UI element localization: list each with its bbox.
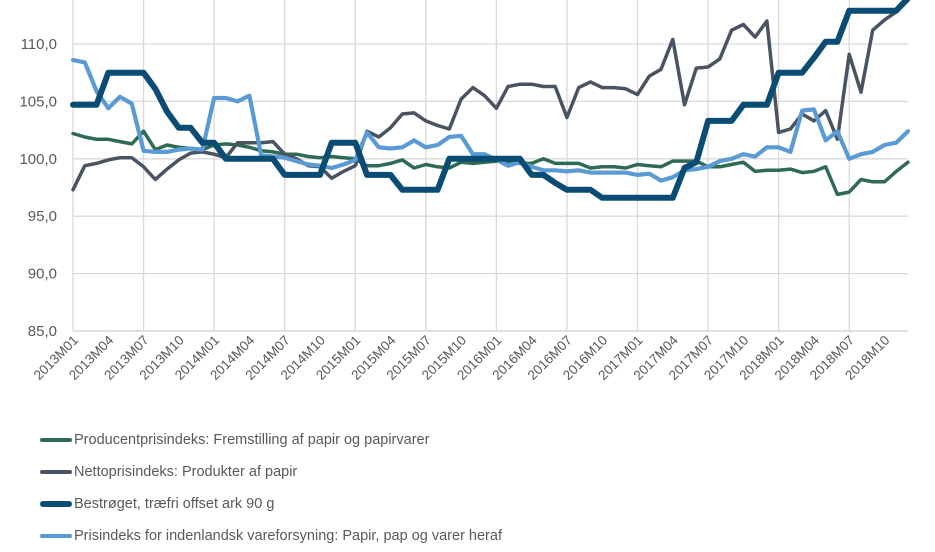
legend-swatch-light-blue [40,534,72,538]
legend-swatch-navy [40,501,72,507]
legend-label: Nettoprisindeks: Produkter af papir [74,464,298,480]
legend-label: Producentprisindeks: Fremstilling af pap… [74,432,430,448]
y-axis-tick-labels: 85,0 90,0 95,0 100,0 105,0 110,0 [19,36,57,340]
legend-item-prisindeks-vareforsyning: Prisindeks for indenlandsk vareforsyning… [40,520,502,552]
y-tick-label: 95,0 [28,208,57,225]
legend-label: Prisindeks for indenlandsk vareforsyning… [74,528,502,544]
legend-item-nettoprisindeks: Nettoprisindeks: Produkter af papir [40,456,502,488]
line-chart: 85,0 90,0 95,0 100,0 105,0 110,0 2013M012013M… [19,0,911,383]
legend-swatch-gray [40,470,72,474]
legend-swatch-green [40,438,72,442]
series-line-1 [71,0,910,192]
gridlines [72,0,908,332]
legend: Producentprisindeks: Fremstilling af pap… [40,424,502,552]
y-tick-label: 110,0 [21,36,57,53]
y-tick-label: 100,0 [19,151,57,168]
x-axis-tick-labels: 2013M012013M042013M072013M102014M012014M… [31,332,893,383]
legend-label: Bestrøget, træfri offset ark 90 g [74,496,275,512]
legend-item-producentprisindeks: Producentprisindeks: Fremstilling af pap… [40,424,502,456]
y-tick-label: 85,0 [28,323,57,340]
series-line-2 [70,0,911,201]
y-tick-label: 90,0 [28,266,57,283]
y-tick-label: 105,0 [19,93,57,110]
series-lines [70,0,911,201]
legend-item-bestroget: Bestrøget, træfri offset ark 90 g [40,488,502,520]
